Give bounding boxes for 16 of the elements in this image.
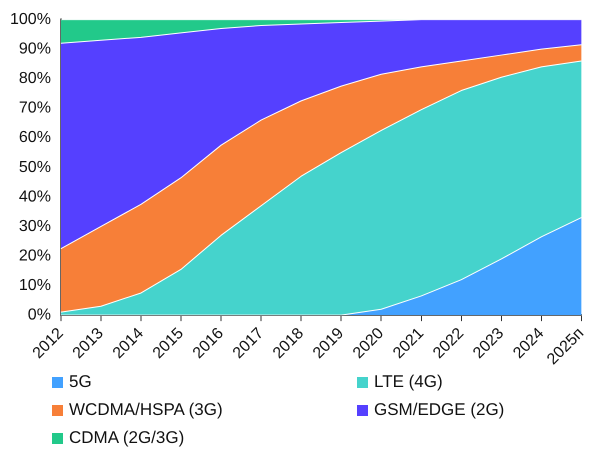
y-tick-label: 0% [28, 306, 51, 324]
legend-label: WCDMA/HSPA (3G) [69, 400, 223, 420]
y-tick-label: 60% [18, 129, 51, 146]
legend-label: 5G [69, 372, 92, 392]
legend-label: LTE (4G) [374, 372, 443, 392]
y-tick-label: 100% [10, 11, 51, 28]
legend-label: CDMA (2G/3G) [69, 428, 184, 448]
y-tick-label: 40% [18, 188, 51, 206]
legend-label: GSM/EDGE (2G) [374, 400, 504, 420]
y-tick-label: 90% [18, 40, 51, 58]
y-tick-label: 20% [18, 247, 51, 264]
y-tick-label: 70% [18, 100, 51, 117]
y-tick-label: 30% [18, 218, 51, 235]
y-tick-label: 10% [18, 276, 51, 294]
y-tick-label: 80% [18, 70, 51, 88]
y-tick-label: 50% [18, 158, 51, 176]
